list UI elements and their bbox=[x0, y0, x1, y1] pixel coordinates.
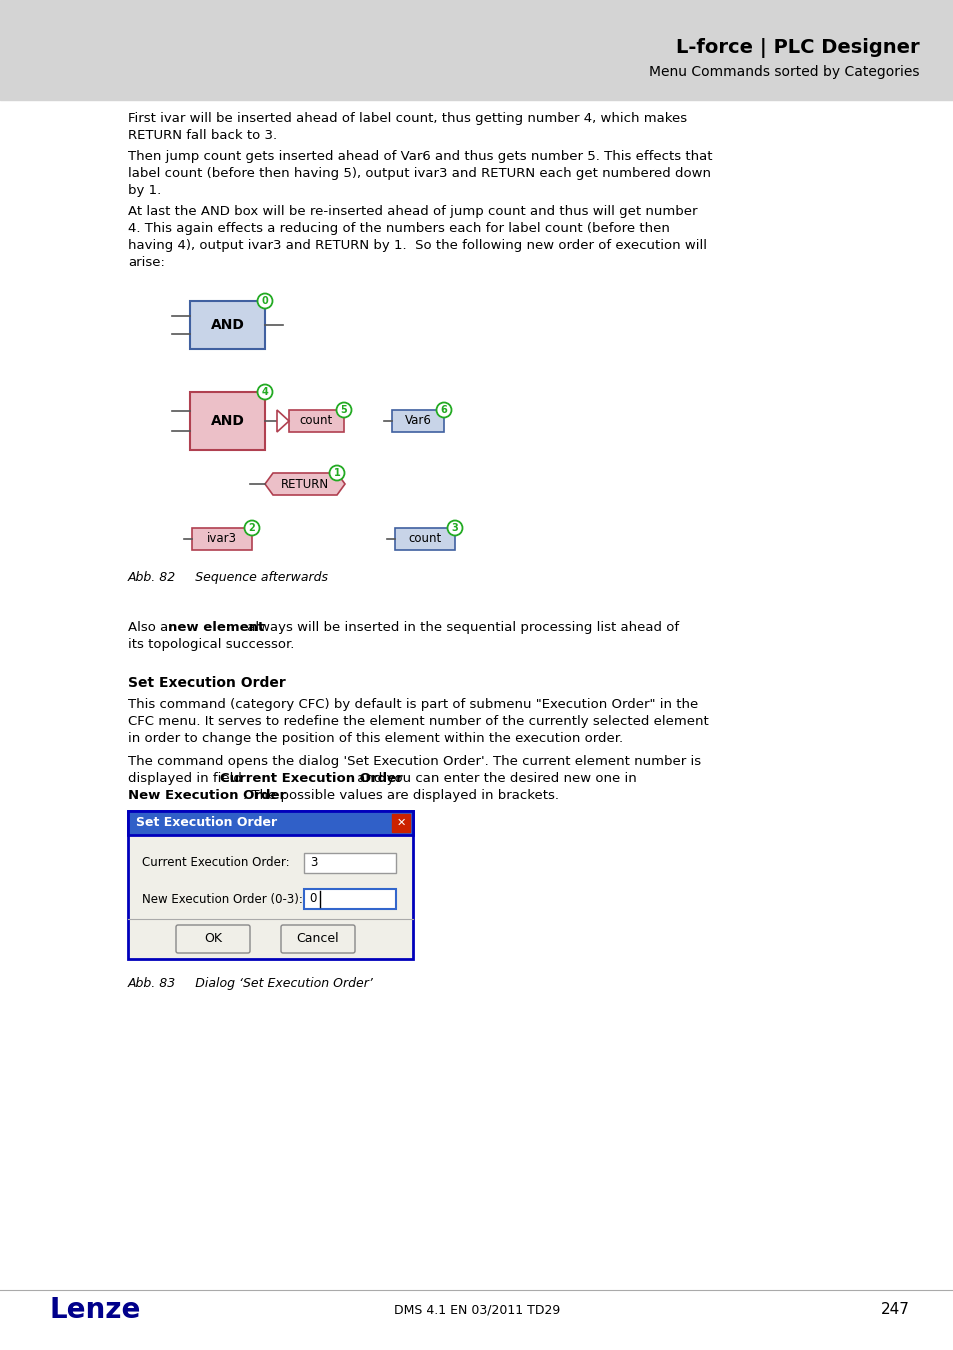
Text: count: count bbox=[408, 532, 441, 545]
Text: arise:: arise: bbox=[128, 256, 165, 269]
Text: 1: 1 bbox=[334, 468, 340, 478]
FancyBboxPatch shape bbox=[175, 925, 250, 953]
Text: Lenze: Lenze bbox=[50, 1296, 141, 1324]
Text: by 1.: by 1. bbox=[128, 184, 161, 197]
Text: Current Execution Order:: Current Execution Order: bbox=[142, 856, 290, 869]
Text: 4. This again effects a reducing of the numbers each for label count (before the: 4. This again effects a reducing of the … bbox=[128, 221, 669, 235]
Text: having 4), output ivar3 and RETURN by 1.  So the following new order of executio: having 4), output ivar3 and RETURN by 1.… bbox=[128, 239, 706, 252]
Text: label count (before then having 5), output ivar3 and RETURN each get numbered do: label count (before then having 5), outp… bbox=[128, 167, 710, 180]
Text: Current Execution Order: Current Execution Order bbox=[220, 772, 402, 784]
Text: and you can enter the desired new one in: and you can enter the desired new one in bbox=[353, 772, 636, 784]
Bar bbox=[392, 814, 410, 832]
Text: ✕: ✕ bbox=[395, 818, 405, 828]
Text: This command (category CFC) by default is part of submenu "Execution Order" in t: This command (category CFC) by default i… bbox=[128, 698, 698, 711]
Circle shape bbox=[257, 293, 273, 309]
Text: . The possible values are displayed in brackets.: . The possible values are displayed in b… bbox=[243, 788, 558, 802]
Text: Also a: Also a bbox=[128, 621, 172, 634]
Polygon shape bbox=[276, 410, 289, 432]
Text: New Execution Order: New Execution Order bbox=[128, 788, 286, 802]
FancyBboxPatch shape bbox=[289, 410, 344, 432]
Text: in order to change the position of this element within the execution order.: in order to change the position of this … bbox=[128, 732, 622, 745]
FancyBboxPatch shape bbox=[192, 528, 252, 549]
Text: AND: AND bbox=[211, 319, 244, 332]
Text: First ivar will be inserted ahead of label count, thus getting number 4, which m: First ivar will be inserted ahead of lab… bbox=[128, 112, 686, 126]
Circle shape bbox=[329, 466, 344, 481]
Text: L-force | PLC Designer: L-force | PLC Designer bbox=[676, 38, 919, 58]
Text: Var6: Var6 bbox=[404, 414, 431, 428]
Text: 247: 247 bbox=[881, 1303, 909, 1318]
FancyBboxPatch shape bbox=[392, 410, 443, 432]
Text: The command opens the dialog 'Set Execution Order'. The current element number i: The command opens the dialog 'Set Execut… bbox=[128, 755, 700, 768]
Text: Abb. 83     Dialog ‘Set Execution Order’: Abb. 83 Dialog ‘Set Execution Order’ bbox=[128, 977, 374, 990]
Text: 5: 5 bbox=[340, 405, 347, 414]
Circle shape bbox=[436, 402, 451, 417]
Text: Then jump count gets inserted ahead of Var6 and thus gets number 5. This effects: Then jump count gets inserted ahead of V… bbox=[128, 150, 712, 163]
Text: New Execution Order (0-3):: New Execution Order (0-3): bbox=[142, 892, 302, 906]
Text: OK: OK bbox=[204, 933, 222, 945]
Text: RETURN fall back to 3.: RETURN fall back to 3. bbox=[128, 130, 276, 142]
Text: 3: 3 bbox=[310, 856, 317, 869]
Text: displayed in field: displayed in field bbox=[128, 772, 246, 784]
Text: RETURN: RETURN bbox=[280, 478, 329, 490]
Text: ivar3: ivar3 bbox=[207, 532, 236, 545]
Text: 2: 2 bbox=[249, 522, 255, 533]
Circle shape bbox=[257, 385, 273, 400]
FancyBboxPatch shape bbox=[281, 925, 355, 953]
Polygon shape bbox=[265, 472, 345, 495]
Text: Abb. 82     Sequence afterwards: Abb. 82 Sequence afterwards bbox=[128, 571, 329, 585]
Text: CFC menu. It serves to redefine the element number of the currently selected ele: CFC menu. It serves to redefine the elem… bbox=[128, 716, 708, 728]
Text: 3: 3 bbox=[451, 522, 457, 533]
Text: 0: 0 bbox=[309, 892, 316, 906]
Text: AND: AND bbox=[211, 414, 244, 428]
Text: At last the AND box will be re-inserted ahead of jump count and thus will get nu: At last the AND box will be re-inserted … bbox=[128, 205, 697, 217]
FancyBboxPatch shape bbox=[304, 890, 395, 909]
FancyBboxPatch shape bbox=[304, 853, 395, 873]
Text: 0: 0 bbox=[261, 296, 268, 306]
Circle shape bbox=[336, 402, 351, 417]
Text: Set Execution Order: Set Execution Order bbox=[136, 817, 276, 829]
FancyBboxPatch shape bbox=[190, 392, 265, 450]
Bar bbox=[0, 0, 953, 100]
FancyBboxPatch shape bbox=[395, 528, 455, 549]
Text: Menu Commands sorted by Categories: Menu Commands sorted by Categories bbox=[649, 65, 919, 80]
Text: new element: new element bbox=[168, 621, 264, 634]
Text: 4: 4 bbox=[261, 387, 268, 397]
Text: DMS 4.1 EN 03/2011 TD29: DMS 4.1 EN 03/2011 TD29 bbox=[394, 1304, 559, 1316]
FancyBboxPatch shape bbox=[128, 811, 413, 836]
Text: always will be inserted in the sequential processing list ahead of: always will be inserted in the sequentia… bbox=[243, 621, 679, 634]
Text: its topological successor.: its topological successor. bbox=[128, 639, 294, 651]
FancyBboxPatch shape bbox=[128, 811, 413, 958]
Circle shape bbox=[244, 521, 259, 536]
Circle shape bbox=[447, 521, 462, 536]
Text: count: count bbox=[299, 414, 333, 428]
Text: Set Execution Order: Set Execution Order bbox=[128, 676, 286, 690]
Text: 6: 6 bbox=[440, 405, 447, 414]
Text: Cancel: Cancel bbox=[296, 933, 339, 945]
FancyBboxPatch shape bbox=[190, 301, 265, 350]
